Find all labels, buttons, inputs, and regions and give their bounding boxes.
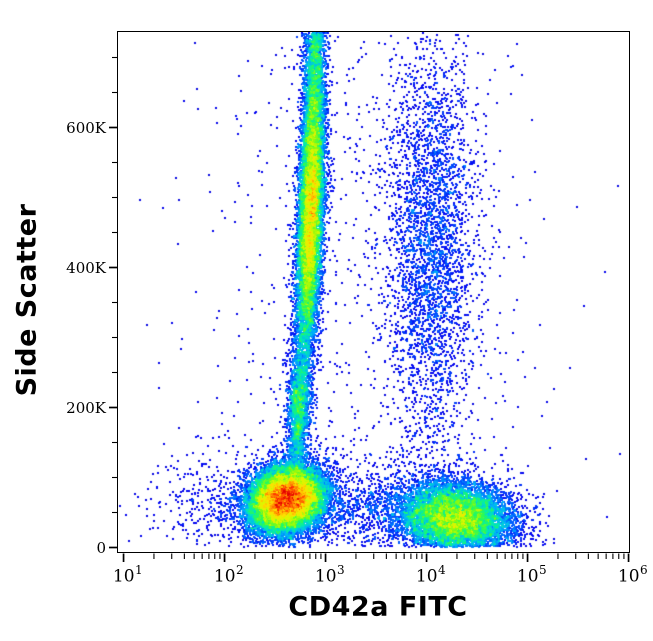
y-axis-title: Side Scatter <box>11 203 43 397</box>
x-tick-label-10e3: 103 <box>314 563 345 587</box>
y-tick-label-200K: 200K <box>66 398 106 417</box>
x-tick-label-10e5: 105 <box>516 563 547 587</box>
scatter-density-canvas <box>118 32 629 552</box>
plot-area <box>117 31 630 553</box>
y-tick-label-0: 0 <box>96 538 106 557</box>
x-tick-label-10e2: 102 <box>213 563 244 587</box>
x-tick-label-10e4: 104 <box>415 563 446 587</box>
x-tick-label-10e6: 106 <box>617 563 648 587</box>
y-tick-label-400K: 400K <box>66 258 106 277</box>
y-tick-label-600K: 600K <box>66 118 106 137</box>
x-tick-label-10e1: 101 <box>112 563 143 587</box>
x-axis-title: CD42a FITC <box>288 591 468 623</box>
